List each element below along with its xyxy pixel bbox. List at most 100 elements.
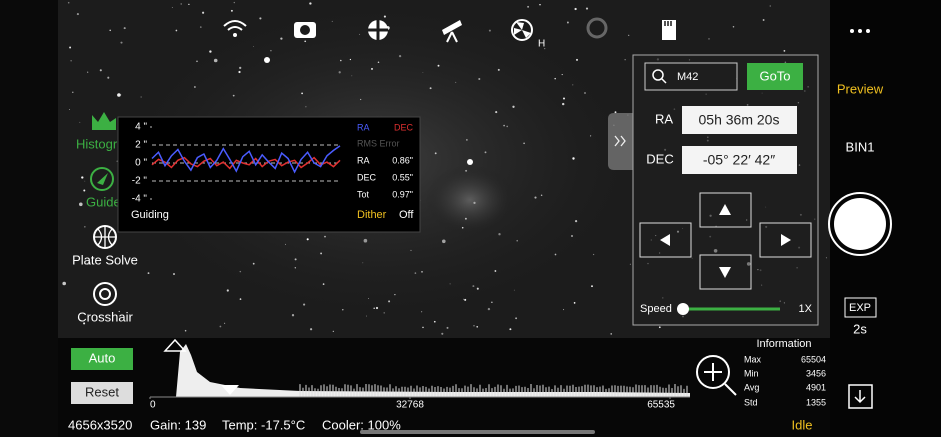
star bbox=[464, 217, 467, 220]
menu-label: Plate Solve bbox=[72, 252, 138, 267]
more-menu[interactable] bbox=[850, 29, 870, 33]
star bbox=[202, 11, 205, 14]
star bbox=[473, 325, 475, 327]
star bbox=[70, 60, 72, 62]
rms-label: DEC bbox=[357, 172, 377, 182]
preview-mode[interactable]: Preview bbox=[837, 81, 884, 96]
right-controls: Preview BIN1 EXP 2s Idle bbox=[792, 29, 892, 432]
fan-ring bbox=[511, 19, 533, 41]
arrow-glyph bbox=[719, 204, 731, 215]
star bbox=[461, 226, 464, 229]
shutter-button[interactable] bbox=[828, 192, 892, 256]
speed-label: Speed bbox=[640, 303, 672, 315]
star bbox=[362, 262, 364, 264]
mount-icon[interactable] bbox=[442, 20, 462, 43]
wifi-icon[interactable] bbox=[223, 20, 247, 37]
binning[interactable]: BIN1 bbox=[846, 139, 875, 154]
star bbox=[449, 283, 451, 285]
plate-solve-menu[interactable]: Plate Solve bbox=[72, 225, 138, 267]
star bbox=[540, 194, 543, 197]
star bbox=[495, 111, 498, 114]
star bbox=[487, 307, 491, 311]
dither-state[interactable]: Off bbox=[399, 209, 414, 221]
info-label: Min bbox=[744, 368, 759, 378]
info-label: Std bbox=[744, 397, 758, 407]
exp-frame bbox=[844, 297, 877, 318]
star bbox=[523, 142, 525, 145]
star bbox=[562, 102, 565, 106]
star bbox=[239, 66, 242, 70]
star bbox=[303, 303, 306, 306]
reset-button[interactable]: Reset bbox=[71, 382, 133, 404]
legend-dec: DEC bbox=[394, 122, 414, 132]
collapse-tab[interactable] bbox=[608, 113, 633, 170]
dither-label[interactable]: Dither bbox=[357, 209, 387, 221]
star bbox=[513, 289, 515, 291]
auto-label: Auto bbox=[89, 350, 116, 365]
info-value: 1355 bbox=[806, 397, 826, 407]
star bbox=[209, 50, 212, 53]
rms-title: RMS Error bbox=[357, 138, 400, 148]
fan-icon[interactable]: H bbox=[511, 19, 545, 50]
star bbox=[414, 272, 417, 274]
star bbox=[422, 72, 424, 73]
star bbox=[173, 273, 175, 275]
arrow-right[interactable] bbox=[759, 222, 812, 258]
crosshair-menu[interactable]: Crosshair bbox=[77, 282, 133, 324]
arrow-left[interactable] bbox=[639, 222, 692, 258]
star bbox=[368, 298, 370, 300]
tab-chevrons bbox=[614, 135, 626, 147]
star bbox=[87, 71, 89, 73]
focuser-icon[interactable] bbox=[368, 20, 388, 40]
guide-menu[interactable]: Guide bbox=[86, 167, 121, 209]
star bbox=[383, 312, 385, 314]
star bbox=[349, 58, 352, 61]
star bbox=[226, 289, 229, 292]
shutter-ring bbox=[828, 192, 892, 256]
mid-point-marker[interactable] bbox=[221, 385, 239, 395]
tab-shape bbox=[608, 113, 633, 170]
camera-icon[interactable] bbox=[294, 22, 316, 38]
y-tick-label: 2 " bbox=[135, 140, 147, 151]
histogram-icon bbox=[92, 112, 116, 130]
speed-knob[interactable] bbox=[677, 303, 689, 315]
star bbox=[585, 7, 589, 10]
star bbox=[467, 159, 473, 165]
star bbox=[383, 15, 386, 18]
star bbox=[239, 270, 242, 273]
arrow-up[interactable] bbox=[699, 192, 752, 228]
zoom-button[interactable] bbox=[696, 355, 737, 396]
search-icon bbox=[652, 69, 664, 81]
star bbox=[233, 1, 235, 4]
star bbox=[825, 257, 827, 259]
dec-field[interactable] bbox=[682, 146, 797, 174]
arrow-frame bbox=[699, 254, 752, 290]
star bbox=[99, 69, 102, 72]
legend-ra: RA bbox=[357, 122, 370, 132]
crosshair-inner bbox=[99, 288, 111, 300]
download-arrow bbox=[854, 390, 866, 404]
wheel-icon[interactable] bbox=[586, 17, 608, 39]
download-button[interactable] bbox=[848, 384, 873, 409]
black-point-marker[interactable] bbox=[163, 338, 187, 352]
star bbox=[140, 96, 142, 98]
arrow-down[interactable] bbox=[699, 254, 752, 290]
star bbox=[527, 5, 530, 8]
guiding-background bbox=[117, 116, 421, 233]
ra-field[interactable] bbox=[682, 106, 797, 134]
star bbox=[175, 29, 178, 32]
wifi-arcs bbox=[223, 20, 247, 31]
search-box[interactable]: M42 bbox=[644, 62, 738, 91]
auto-button[interactable]: Auto bbox=[71, 348, 133, 370]
nebula bbox=[425, 165, 515, 235]
histogram-ticks: 0 32768 65535 bbox=[149, 397, 675, 411]
star bbox=[76, 13, 79, 16]
storage-icon[interactable] bbox=[662, 20, 676, 40]
star bbox=[79, 121, 81, 123]
star bbox=[107, 76, 110, 79]
goto-button[interactable]: GoTo bbox=[747, 63, 803, 90]
exposure[interactable]: EXP 2s bbox=[844, 297, 877, 336]
ra-value: 05h 36m 20s bbox=[699, 112, 780, 128]
star bbox=[291, 314, 295, 317]
